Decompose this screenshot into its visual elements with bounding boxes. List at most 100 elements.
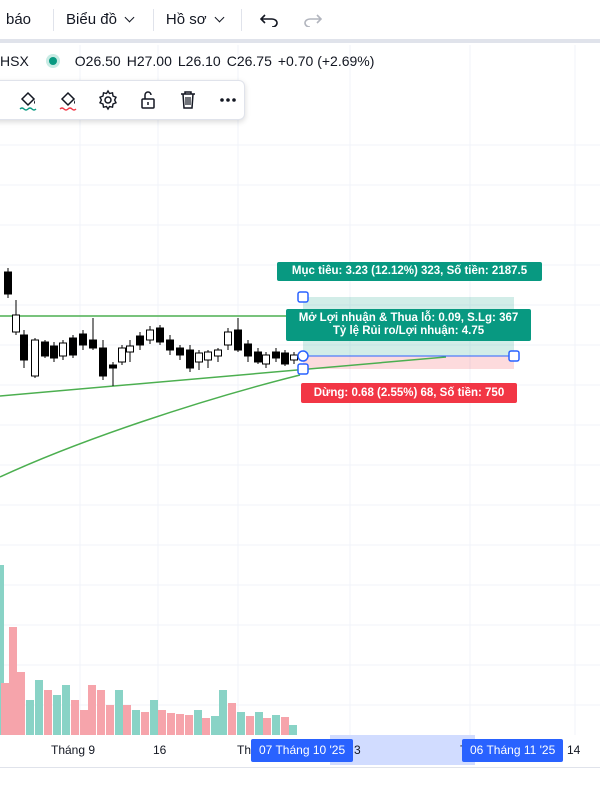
more-icon[interactable] xyxy=(217,89,239,111)
axis-tick-label: 16 xyxy=(153,743,167,757)
volume-bar xyxy=(255,712,263,735)
volume-bar xyxy=(185,715,193,735)
candle-body xyxy=(290,354,298,361)
trash-icon[interactable] xyxy=(177,89,199,111)
volume-bar xyxy=(141,712,149,735)
candle-body xyxy=(20,334,28,361)
volume-bar xyxy=(211,716,219,735)
selected-range xyxy=(330,735,475,765)
candle-body xyxy=(254,351,262,363)
width-handle[interactable] xyxy=(508,350,520,362)
candle-body xyxy=(41,341,49,357)
candle-body xyxy=(195,352,203,363)
axis-tick-label: 14 xyxy=(567,743,581,757)
toolbar-divider xyxy=(240,8,242,31)
start-date-badge: 07 Tháng 10 '25 xyxy=(251,739,354,762)
open-value: O26.50 xyxy=(74,53,121,69)
volume-bars xyxy=(0,565,297,735)
volume-bar xyxy=(289,725,297,735)
toolbar-border xyxy=(0,39,600,43)
candle-body xyxy=(118,347,126,363)
candle-body xyxy=(136,335,144,346)
candle-body xyxy=(272,351,280,359)
candle-body xyxy=(126,345,134,353)
volume-bar xyxy=(44,690,52,735)
lock-open-icon[interactable] xyxy=(137,89,159,111)
undo-icon xyxy=(259,13,278,27)
volume-bar xyxy=(71,700,79,735)
candle-body xyxy=(4,271,12,295)
paint-bucket-icon[interactable] xyxy=(17,89,39,111)
risk-reward-text: Tỷ lệ Rủi ro/Lợi nhuận: 4.75 xyxy=(332,325,485,337)
volume-bar xyxy=(26,700,34,735)
candle-body xyxy=(50,345,58,359)
volume-bar xyxy=(237,712,245,735)
candle-body xyxy=(204,351,212,361)
volume-bar xyxy=(88,685,96,735)
entry-handle[interactable] xyxy=(297,350,309,362)
volume-bar xyxy=(115,690,123,735)
target-handle[interactable] xyxy=(297,291,309,303)
volume-bar xyxy=(150,700,158,735)
candle-body xyxy=(244,343,252,357)
candles xyxy=(4,268,298,386)
stop-label: Dừng: 0.68 (2.55%) 68, Số tiền: 750 xyxy=(301,383,517,403)
drawing-toolbar xyxy=(0,80,245,120)
volume-bar xyxy=(97,690,105,735)
change-value: +0.70 (+2.69%) xyxy=(277,53,375,69)
candle-body xyxy=(166,339,174,351)
symbol-legend: HSX O26.50 H27.00 L26.10 C26.75 +0.70 (+… xyxy=(0,50,380,72)
volume-bar xyxy=(158,710,166,735)
volume-bar xyxy=(228,703,236,735)
volume-bar xyxy=(263,718,271,735)
axis-tick-label: 3 xyxy=(354,743,361,757)
paint-bucket-icon[interactable] xyxy=(57,89,79,111)
candle-body xyxy=(79,333,87,346)
close-value: C26.75 xyxy=(226,53,272,69)
open-pl-text: Mở Lợi nhuận & Thua lỗ: 0.09, S.Lg: 367 xyxy=(298,312,519,324)
gear-icon[interactable] xyxy=(97,89,119,111)
grid xyxy=(0,45,600,735)
volume-bar xyxy=(0,565,4,735)
candle-body xyxy=(99,347,107,377)
candle-body xyxy=(59,342,67,357)
rising-trendline[interactable] xyxy=(0,356,447,397)
volume-bar xyxy=(53,695,61,735)
exchange-label: HSX xyxy=(0,53,29,69)
volume-bar xyxy=(176,714,184,735)
market-status-icon xyxy=(48,57,57,65)
profile-menu-label: Hồ sơ xyxy=(165,11,207,28)
candle-body xyxy=(234,329,242,351)
candle-body xyxy=(214,349,222,357)
volume-bar xyxy=(194,710,202,735)
volume-bar xyxy=(281,717,289,735)
volume-bar xyxy=(62,685,70,735)
stop-zone[interactable] xyxy=(303,356,514,369)
candle-body xyxy=(109,364,117,369)
candle-body xyxy=(262,354,270,365)
volume-bar xyxy=(106,705,114,735)
volume-bar xyxy=(246,716,254,735)
volume-bar xyxy=(272,715,280,735)
candle-body xyxy=(69,337,77,356)
volume-bar xyxy=(123,705,131,735)
end-date-badge: 06 Tháng 11 '25 xyxy=(462,739,564,762)
redo-icon xyxy=(303,13,322,27)
top-toolbar: báo Biểu đồ Hồ sơ xyxy=(0,0,600,39)
candle-body xyxy=(12,314,20,333)
volume-bar xyxy=(9,627,17,735)
candle-body xyxy=(156,327,164,343)
bottom-border xyxy=(0,767,600,768)
toolbar-item-truncated[interactable]: báo xyxy=(0,0,37,39)
stop-handle[interactable] xyxy=(297,363,309,375)
chart-menu-button[interactable]: Biểu đồ xyxy=(60,0,139,39)
volume-bar xyxy=(219,690,227,735)
redo-button[interactable] xyxy=(298,0,328,39)
candle-body xyxy=(186,349,194,369)
volume-bar xyxy=(167,713,175,735)
profile-menu-button[interactable]: Hồ sơ xyxy=(160,0,229,39)
volume-bar xyxy=(132,710,140,735)
undo-button[interactable] xyxy=(254,0,284,39)
high-value: H27.00 xyxy=(126,53,172,69)
